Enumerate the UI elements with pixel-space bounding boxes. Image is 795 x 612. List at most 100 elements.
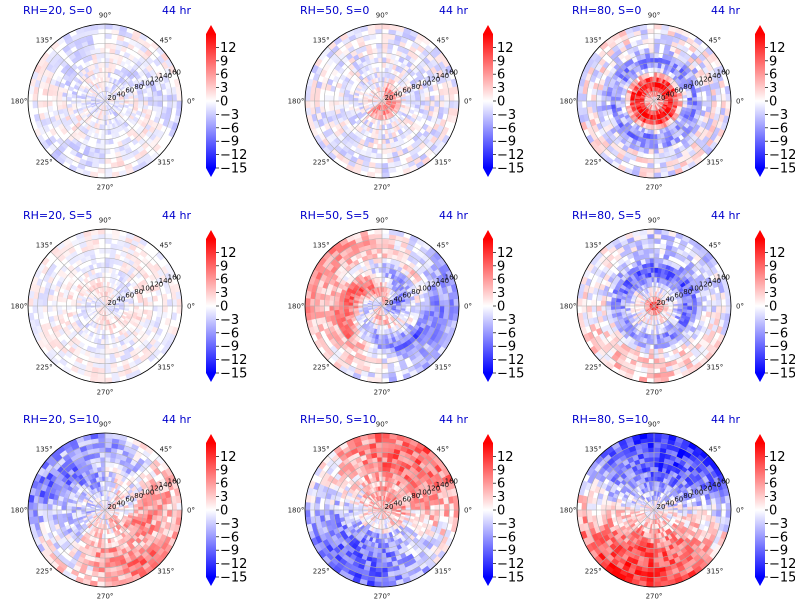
heatmap-cell [429,305,436,312]
heatmap-cell [374,24,383,30]
heatmap-cell [376,143,383,150]
radius-tick-label: 60 [125,87,134,95]
heatmap-cell [309,93,316,102]
radius-tick-label: 160 [445,68,458,76]
heatmap-cell [157,94,164,102]
heatmap-cell [649,134,655,140]
polar-frame [304,23,460,179]
colorbar-tick-label: −3 [220,108,239,123]
heatmap-cell [123,100,130,104]
panel-time-label: 44 hr [162,209,191,222]
angle-tick-label: 180° [11,98,28,106]
heatmap-cell [314,94,321,102]
heatmap-cell [28,298,34,307]
colorbar-tick-label: 12 [497,41,514,56]
heatmap-cell [441,126,450,136]
heatmap-cell [328,300,335,307]
heatmap-cell [586,100,593,108]
angle-tick-label: 180° [288,303,305,311]
heatmap-cell [171,298,178,307]
heatmap-cell [672,100,679,104]
heatmap-cell [648,148,655,155]
heatmap-cell [448,93,455,102]
heatmap-cell [51,300,58,307]
heatmap-cell [37,100,44,108]
angle-tick-label: 135° [585,37,602,45]
heatmap-cell [97,233,106,240]
heatmap-cell [56,95,63,102]
heatmap-cell [42,305,48,313]
radius-tick-label: 40 [665,90,674,98]
colorbar-tick-label: 3 [220,81,228,96]
heatmap-cell [104,343,110,350]
heatmap-cell [98,363,106,369]
heatmap-cell [101,329,106,336]
heatmap-cell [333,300,340,307]
radius-tick-label: 60 [674,87,683,95]
heatmap-cell [104,247,112,254]
heatmap-cell [176,298,182,307]
heatmap-cell [429,95,436,102]
colorbar-tick-label: −3 [497,108,516,123]
heatmap-cell [653,276,658,283]
heatmap-cell [66,305,72,311]
heatmap-cell [653,47,660,54]
heatmap-cell [99,47,106,54]
colorbar-extend-max [483,25,493,34]
heatmap-cell [650,66,655,73]
heatmap-cell [104,172,113,178]
heatmap-cell [381,262,387,269]
heatmap-cell [381,281,385,288]
angular-gridline [104,46,160,102]
heatmap-cell [600,100,607,107]
heatmap-cell [405,95,412,99]
heatmap-cell [75,97,82,102]
heatmap-cell [104,267,110,273]
heatmap-cell [338,92,345,98]
heatmap-cell [439,100,445,108]
heatmap-cell [381,42,389,49]
heatmap-cell [653,57,659,64]
polar-panel: 0°45°90°135°180°225°270°315°20 40 60 801001… [11,4,248,192]
heatmap-cell [343,96,349,102]
heatmap-cell [323,299,330,307]
heatmap-cell [653,24,662,30]
heatmap-cell [653,129,658,136]
heatmap-cell [381,167,390,174]
angle-tick-label: 45° [437,37,449,45]
panel-title: RH=50, S=0 [300,4,369,17]
heatmap-cell [453,100,459,109]
heatmap-cell [649,138,655,145]
radius-tick-label: 160 [445,273,458,281]
heatmap-cell [305,93,311,102]
heatmap-cell [357,303,364,307]
colorbar-extend-min [755,168,765,177]
heatmap-cell [400,305,407,309]
panel-title: RH=20, S=5 [23,209,92,222]
heatmap-cell [624,100,631,105]
heatmap-cell [357,98,364,102]
heatmap-cell [133,302,140,307]
heatmap-cell [629,98,636,102]
colorbar-extend-max [206,25,216,34]
polar-panel: 0°45°90°135°180°225°270°315°20 40 60 801001… [560,209,795,397]
colorbar-extend-min [206,168,216,177]
heatmap-cell [152,100,159,107]
heatmap-cell [137,308,144,314]
heatmap-cell [381,372,390,379]
heatmap-cell [715,94,722,102]
heatmap-cell [650,329,655,336]
radius-tick-label: 20 [108,299,117,307]
heatmap-cell [142,100,149,106]
polar-panel: 0°45°90°135°180°225°270°315°20 40 60 801001… [288,4,525,192]
heatmap-cell [375,238,383,245]
angle-tick-label: 180° [288,98,305,106]
heatmap-cell [577,100,583,109]
heatmap-cell [70,302,77,307]
heatmap-cell [32,305,39,314]
heatmap-cell [377,134,383,140]
heatmap-cell [653,71,658,78]
heatmap-cell [102,119,106,126]
heatmap-cell [309,298,316,307]
